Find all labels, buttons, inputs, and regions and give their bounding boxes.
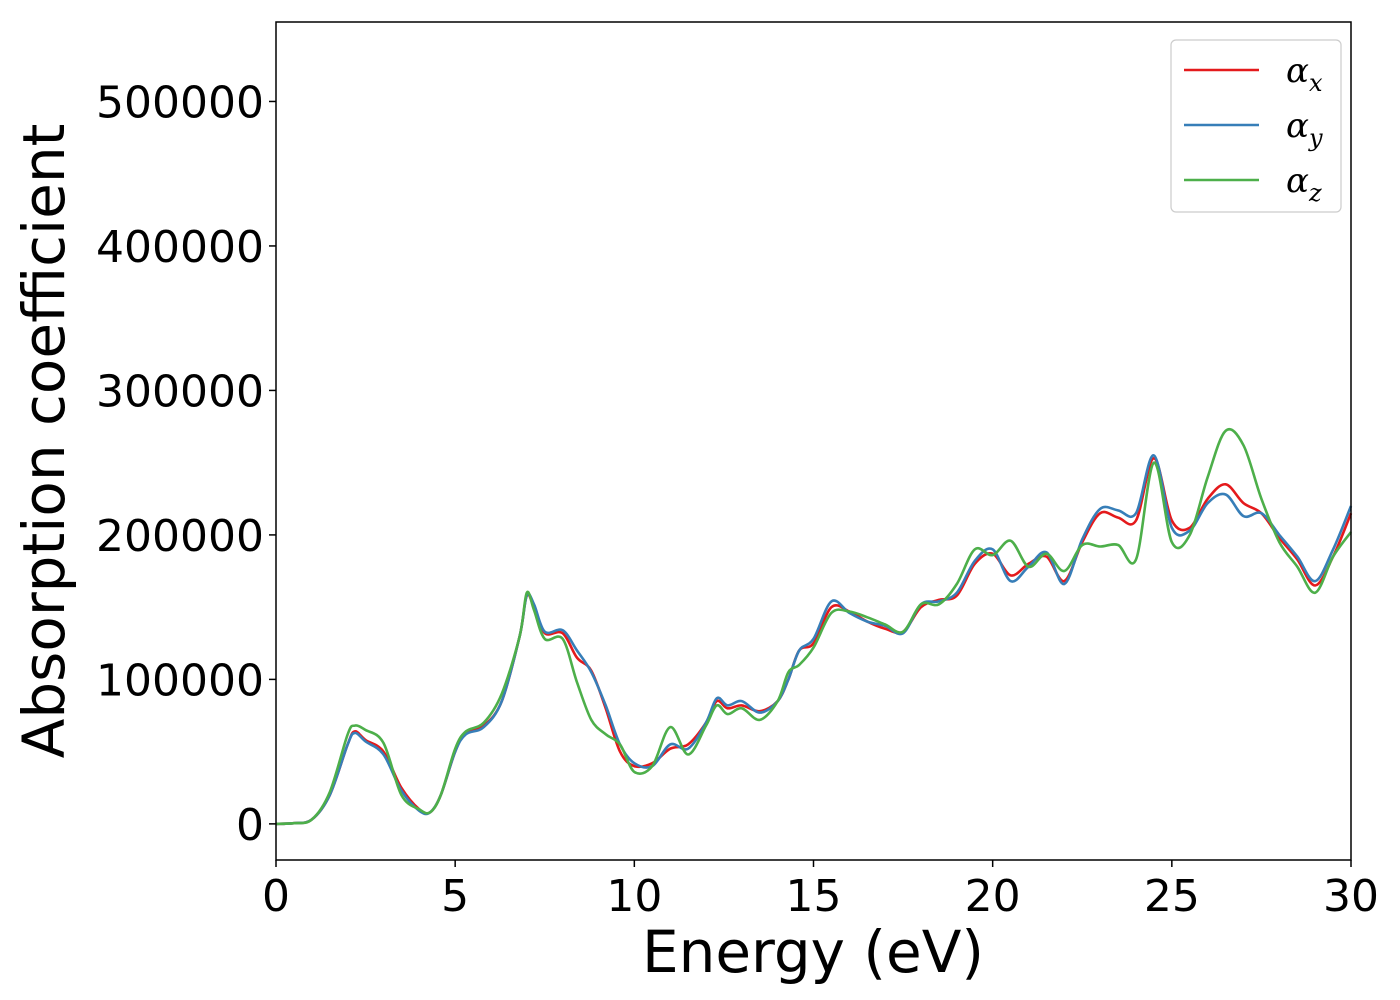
- legend-label-y: αy: [1286, 106, 1323, 152]
- x-tick-label: 0: [262, 871, 290, 922]
- y-tick-label: 200000: [96, 511, 264, 562]
- legend: αx αy αz: [1170, 39, 1342, 213]
- y-axis: 0 100000 200000 300000 400000 500000: [96, 77, 276, 851]
- x-axis-label: Energy (eV): [642, 918, 984, 986]
- x-tick-label: 25: [1144, 871, 1200, 922]
- y-tick-label: 500000: [96, 77, 264, 128]
- x-tick-label: 20: [965, 871, 1021, 922]
- x-tick-label: 30: [1323, 871, 1379, 922]
- y-tick-label: 100000: [96, 655, 264, 706]
- y-tick-label: 400000: [96, 222, 264, 273]
- legend-label-x: αx: [1286, 51, 1323, 97]
- x-tick-label: 10: [606, 871, 662, 922]
- y-tick-label: 300000: [96, 366, 264, 417]
- y-tick-label: 0: [236, 800, 264, 851]
- y-axis-label: Absorption coefficient: [10, 124, 78, 759]
- series-line-z: [275, 428, 1353, 826]
- x-axis: 0 5 10 15 20 25 30: [262, 860, 1379, 922]
- x-tick-label: 5: [441, 871, 469, 922]
- x-tick-label: 15: [786, 871, 842, 922]
- series-layer: [275, 428, 1353, 826]
- legend-label-z: αz: [1286, 161, 1322, 207]
